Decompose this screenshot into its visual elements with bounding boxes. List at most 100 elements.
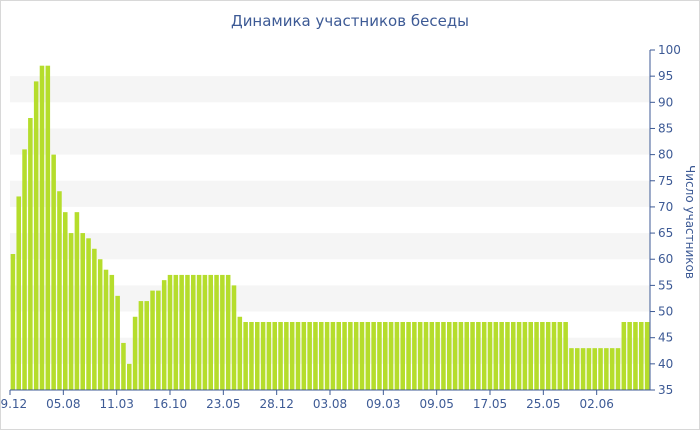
y-tick-label: 40 <box>658 357 673 371</box>
x-tick-label: 02.06 <box>579 397 613 411</box>
bar <box>435 322 440 390</box>
bar <box>115 295 120 390</box>
y-tick-label: 45 <box>658 331 673 345</box>
grid-band <box>10 233 650 260</box>
bar <box>74 212 80 390</box>
x-tick-label: 29.12 <box>0 397 27 411</box>
y-tick-label: 80 <box>658 148 673 162</box>
y-tick-label: 70 <box>658 200 673 214</box>
bar <box>423 322 429 390</box>
bar <box>621 322 627 390</box>
grid-band <box>10 180 650 207</box>
bar <box>336 322 341 390</box>
bar <box>272 322 277 390</box>
bar <box>371 322 376 390</box>
bar <box>319 322 324 390</box>
bar <box>604 348 609 390</box>
y-tick-label: 100 <box>658 43 681 57</box>
bar <box>633 322 638 390</box>
bar <box>476 322 481 390</box>
bar <box>57 191 62 390</box>
y-tick-label: 65 <box>658 226 673 240</box>
bar <box>481 322 487 390</box>
bar <box>307 322 312 390</box>
bar <box>377 322 382 390</box>
bar <box>80 233 85 390</box>
y-tick-label: 85 <box>658 121 673 135</box>
x-tick-label: 17.05 <box>473 397 507 411</box>
bar <box>545 322 551 390</box>
bar <box>348 322 353 390</box>
y-tick-label: 35 <box>658 383 673 397</box>
y-tick-label: 75 <box>658 174 673 188</box>
bar <box>173 274 179 390</box>
bar <box>330 322 336 390</box>
bar <box>132 316 138 390</box>
bar <box>452 322 458 390</box>
bar <box>68 233 74 390</box>
bar <box>144 301 149 390</box>
bar <box>45 65 51 390</box>
bar <box>284 322 289 390</box>
bar <box>249 322 254 390</box>
x-tick-label: 09.05 <box>419 397 453 411</box>
bar <box>51 154 56 390</box>
bar <box>412 322 417 390</box>
bar <box>516 322 522 390</box>
bar <box>225 274 231 390</box>
bar <box>243 322 248 390</box>
bar <box>627 322 632 390</box>
bar <box>86 238 91 390</box>
bar <box>499 322 504 390</box>
bar <box>522 322 528 390</box>
y-tick-label: 90 <box>658 95 673 109</box>
bar <box>150 290 155 390</box>
bar <box>313 322 318 390</box>
bar <box>16 196 21 390</box>
bar <box>400 322 405 390</box>
y-tick-label: 55 <box>658 278 673 292</box>
bar <box>63 212 68 390</box>
bar <box>359 322 365 390</box>
bar <box>615 348 621 390</box>
bar <box>540 322 545 390</box>
bar <box>97 259 103 390</box>
bar <box>161 280 167 390</box>
bar <box>429 322 435 390</box>
bar <box>353 322 359 390</box>
bar <box>33 81 39 390</box>
x-tick-label: 25.05 <box>526 397 560 411</box>
bar <box>260 322 266 390</box>
bar <box>156 290 161 390</box>
bar <box>121 342 126 390</box>
bar <box>563 322 568 390</box>
x-tick-label: 23.05 <box>206 397 240 411</box>
y-tick-label: 95 <box>658 69 673 83</box>
bar <box>458 322 464 390</box>
bar <box>592 348 597 390</box>
bar <box>534 322 539 390</box>
bar <box>22 149 27 390</box>
bar <box>324 322 330 390</box>
bar <box>447 322 452 390</box>
bar <box>28 118 33 390</box>
bar <box>511 322 516 390</box>
bar <box>127 363 132 390</box>
bar <box>394 322 400 390</box>
bar <box>214 274 219 390</box>
x-tick-label: 28.12 <box>259 397 293 411</box>
bar <box>220 274 225 390</box>
bar <box>10 254 16 390</box>
bar <box>644 322 650 390</box>
bar <box>289 322 295 390</box>
chart-title: Динамика участников беседы <box>230 12 470 30</box>
bar <box>278 322 283 390</box>
bar <box>92 248 97 390</box>
x-tick-label: 11.03 <box>99 397 133 411</box>
bar <box>185 274 190 390</box>
bar <box>208 274 213 390</box>
bar <box>237 316 243 390</box>
bar <box>487 322 493 390</box>
bar <box>295 322 301 390</box>
